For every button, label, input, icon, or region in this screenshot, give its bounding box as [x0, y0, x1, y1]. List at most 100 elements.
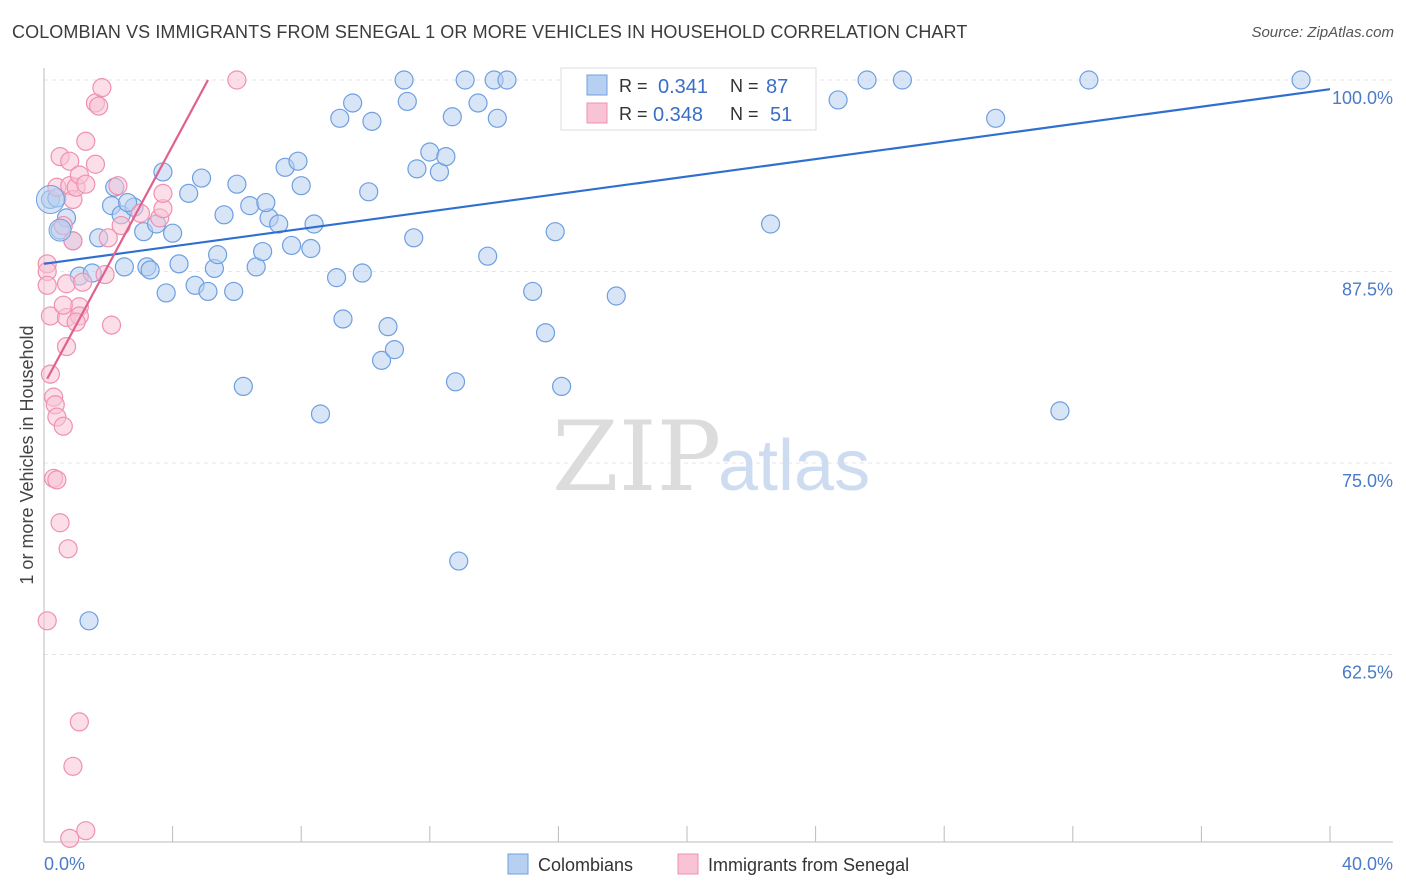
point-colombians: [552, 376, 572, 396]
x-tick-label-min: 0.0%: [44, 854, 85, 874]
legend-r-value-2: 0.348: [653, 104, 703, 126]
point-colombians: [191, 168, 212, 188]
legend-r-value-1: 0.341: [658, 76, 708, 98]
y-tick-label: 62.5%: [1342, 663, 1393, 683]
point-senegal: [101, 315, 122, 335]
point-senegal: [56, 274, 77, 294]
point-colombians: [442, 107, 462, 127]
trend-lines: [43, 79, 1331, 380]
point-senegal: [53, 416, 73, 436]
point-senegal: [37, 275, 57, 295]
point-colombians: [497, 70, 517, 90]
point-colombians: [362, 111, 382, 131]
point-colombians: [198, 281, 218, 302]
point-colombians: [233, 376, 253, 396]
bottom-legend-swatch-senegal: [677, 853, 699, 875]
y-axis-label: 1 or more Vehicles in Household: [17, 325, 37, 584]
legend-n-value-1: 87: [766, 76, 788, 98]
legend-n-value-2: 51: [770, 104, 792, 126]
point-colombians: [378, 317, 398, 337]
point-colombians: [304, 214, 324, 234]
point-colombians: [156, 283, 176, 303]
point-colombians: [394, 70, 414, 90]
point-colombians: [288, 151, 308, 171]
point-colombians: [310, 404, 331, 424]
trend-line-senegal: [46, 79, 209, 380]
legend-n-label-2: N =: [730, 104, 759, 124]
point-colombians: [227, 174, 247, 194]
point-colombians: [163, 223, 183, 243]
point-colombians: [224, 281, 244, 302]
y-tick-labels: 62.5% 75.0% 87.5% 100.0%: [1332, 88, 1393, 683]
point-senegal: [58, 539, 78, 559]
legend-swatch-colombians: [586, 74, 608, 96]
point-colombians: [214, 205, 234, 225]
point-senegal: [227, 70, 247, 90]
point-colombians: [986, 108, 1006, 128]
point-colombians: [330, 108, 350, 128]
point-colombians: [371, 350, 392, 370]
point-colombians: [352, 263, 372, 283]
trend-line-colombians: [43, 88, 1331, 265]
point-colombians: [420, 142, 440, 162]
point-senegal: [108, 176, 128, 196]
point-colombians: [407, 159, 427, 179]
y-tick-label: 75.0%: [1342, 471, 1393, 491]
point-colombians: [545, 222, 565, 242]
watermark-zip: ZIP: [552, 401, 721, 513]
point-colombians: [384, 340, 405, 360]
point-colombians: [535, 323, 556, 343]
point-colombians: [523, 281, 543, 302]
point-senegal: [153, 183, 173, 203]
point-colombians: [253, 241, 273, 262]
point-colombians: [445, 372, 466, 392]
point-colombians: [478, 246, 498, 266]
point-colombians: [404, 228, 424, 248]
point-colombians: [857, 70, 877, 90]
point-colombians: [892, 70, 913, 90]
point-senegal: [76, 821, 96, 841]
y-tick-label: 87.5%: [1342, 280, 1393, 300]
point-senegal: [53, 295, 73, 315]
point-colombians: [117, 192, 138, 213]
point-senegal: [50, 513, 70, 533]
point-colombians: [256, 192, 276, 213]
legend-n-label-1: N =: [730, 76, 759, 96]
point-senegal: [63, 756, 83, 776]
point-colombians: [281, 235, 302, 256]
point-colombians: [487, 108, 507, 128]
point-colombians: [1079, 70, 1099, 90]
point-colombians: [1050, 401, 1070, 421]
point-colombians: [449, 551, 469, 571]
point-colombians: [114, 257, 134, 277]
point-colombians: [169, 254, 189, 274]
watermark: ZIP atlas: [552, 401, 870, 513]
point-colombians: [436, 147, 456, 167]
legend-r-label-2: R =: [619, 104, 648, 124]
point-senegal: [89, 96, 109, 116]
point-senegal: [60, 828, 80, 848]
x-tick-label-max: 40.0%: [1342, 854, 1393, 874]
point-colombians: [455, 70, 475, 90]
point-colombians: [468, 93, 488, 113]
bottom-legend-label-senegal: Immigrants from Senegal: [708, 855, 909, 875]
point-senegal: [72, 272, 93, 292]
point-senegal: [66, 312, 86, 332]
point-colombians: [359, 182, 379, 202]
point-colombians: [397, 91, 417, 112]
point-senegal: [37, 611, 57, 631]
chart-title: COLOMBIAN VS IMMIGRANTS FROM SENEGAL 1 O…: [12, 22, 968, 42]
point-senegal: [47, 470, 67, 490]
point-colombians: [326, 268, 347, 288]
point-colombians: [1291, 70, 1311, 90]
point-colombians: [79, 611, 99, 631]
point-colombians: [179, 183, 199, 203]
point-colombians: [48, 218, 72, 242]
legend-swatch-senegal: [586, 102, 608, 124]
point-colombians: [35, 184, 65, 214]
point-colombians: [333, 309, 353, 329]
point-senegal: [76, 131, 96, 151]
point-colombians: [760, 214, 781, 234]
point-colombians: [291, 176, 311, 196]
bottom-legend: Colombians Immigrants from Senegal: [507, 853, 909, 875]
